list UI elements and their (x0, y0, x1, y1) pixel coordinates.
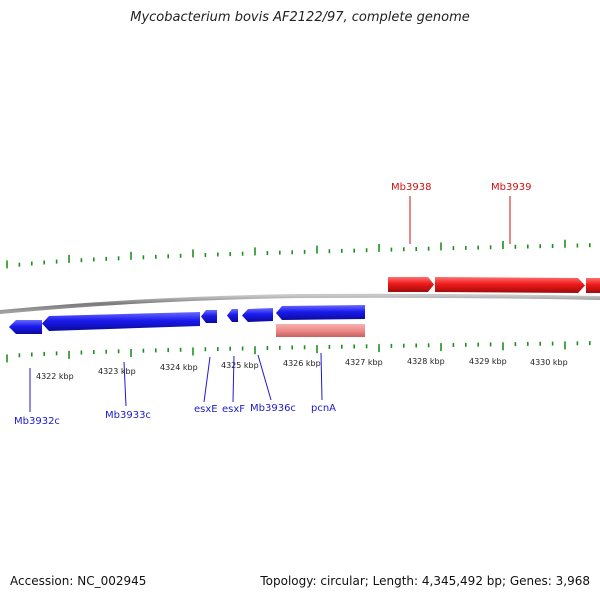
gene-label-pcna[interactable]: pcnA (311, 403, 336, 414)
leader-mb3933c (123, 361, 127, 407)
gene-label-esxf[interactable]: esxF (222, 404, 245, 415)
kbp-label: 4322 kbp (36, 372, 74, 381)
genome-summary-text: Topology: circular; Length: 4,345,492 bp… (260, 574, 590, 588)
gene-arrow-fwd-3[interactable] (586, 278, 600, 293)
upper-tick-marks (6, 239, 591, 269)
gene-arrow-mb3933c[interactable] (42, 312, 200, 331)
genome-title: Mycobacterium bovis AF2122/97, complete … (130, 10, 470, 25)
gene-label-mb3933c[interactable]: Mb3933c (105, 410, 151, 421)
gene-arrow-esxe[interactable] (201, 310, 217, 323)
kbp-label: 4330 kbp (530, 358, 568, 367)
gene-arrow-mb3939[interactable] (435, 277, 585, 293)
lower-tick-marks (6, 341, 591, 363)
leader-mb3936c (257, 354, 272, 401)
gene-label-mb3936c[interactable]: Mb3936c (250, 403, 296, 414)
gene-label-mb3938[interactable]: Mb3938 (391, 182, 431, 193)
label-leader-lines (29, 196, 511, 412)
gene-arrow-mb3936c[interactable] (242, 308, 273, 322)
kbp-label: 4323 kbp (98, 367, 136, 376)
gene-arrow-esxf[interactable] (227, 309, 238, 322)
kbp-label: 4324 kbp (160, 363, 198, 372)
genome-backbone (0, 293, 600, 314)
gene-labels: Mb3932c Mb3933c esxE esxF Mb3936c pcnA M… (14, 182, 531, 427)
gene-arrow-mb3932c[interactable] (9, 320, 42, 334)
leader-pcna (320, 352, 323, 401)
rna-feature-bar[interactable] (276, 324, 365, 337)
leader-esxf (232, 355, 235, 403)
gene-label-mb3939[interactable]: Mb3939 (491, 182, 531, 193)
kbp-label: 4326 kbp (283, 359, 321, 368)
kbp-scale-labels: 4322 kbp 4323 kbp 4324 kbp 4325 kbp 4326… (36, 357, 568, 381)
kbp-label: 4327 kbp (345, 358, 383, 367)
gene-arrow-pcna[interactable] (276, 305, 365, 320)
kbp-label: 4329 kbp (469, 357, 507, 366)
gene-arrow-fwd-1[interactable] (388, 277, 434, 292)
gene-label-mb3932c[interactable]: Mb3932c (14, 416, 60, 427)
forward-strand-features (388, 277, 600, 293)
reverse-strand-features (9, 305, 365, 334)
leader-esxe (203, 356, 211, 403)
accession-text: Accession: NC_002945 (10, 574, 147, 588)
gene-label-esxe[interactable]: esxE (194, 404, 218, 415)
kbp-label: 4328 kbp (407, 357, 445, 366)
kbp-label: 4325 kbp (221, 361, 259, 370)
